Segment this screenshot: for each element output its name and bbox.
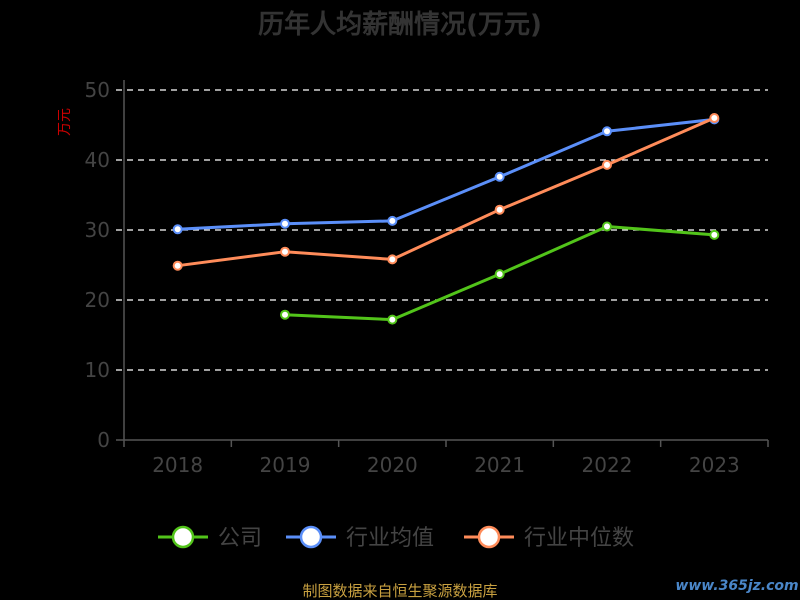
legend-label: 行业均值 bbox=[346, 526, 434, 551]
data-point[interactable] bbox=[494, 171, 505, 182]
data-point[interactable] bbox=[494, 269, 505, 280]
y-axis-label: 万元 bbox=[57, 108, 73, 136]
legend-label: 公司 bbox=[218, 526, 262, 551]
data-point[interactable] bbox=[172, 224, 183, 235]
legend-item[interactable]: 行业中位数 bbox=[464, 525, 634, 551]
data-point[interactable] bbox=[709, 113, 720, 123]
legend-marker bbox=[171, 525, 195, 549]
legend-item[interactable]: 公司 bbox=[158, 525, 262, 551]
data-point[interactable] bbox=[387, 215, 398, 226]
legend-marker bbox=[299, 525, 323, 549]
x-tick-label: 2021 bbox=[474, 453, 525, 477]
data-point[interactable] bbox=[387, 314, 398, 325]
data-point[interactable] bbox=[602, 159, 612, 170]
legend: 公司 行业均值 行业中位数 bbox=[158, 525, 634, 551]
data-point[interactable] bbox=[709, 229, 720, 240]
data-point[interactable] bbox=[280, 246, 290, 257]
chart-title: 历年人均薪酬情况(万元) bbox=[258, 9, 542, 40]
series-line bbox=[177, 116, 715, 268]
y-tick-label: 20 bbox=[85, 288, 110, 312]
y-tick-label: 50 bbox=[85, 78, 110, 102]
x-tick-label: 2019 bbox=[260, 453, 311, 477]
x-tick-label: 2023 bbox=[689, 453, 740, 477]
data-point[interactable] bbox=[387, 254, 398, 265]
y-tick-label: 0 bbox=[97, 428, 110, 452]
series-0 bbox=[280, 221, 720, 325]
series-1 bbox=[172, 114, 720, 235]
y-tick-label: 40 bbox=[85, 148, 110, 172]
y-tick-label: 10 bbox=[85, 358, 110, 382]
watermark: www.365jz.com bbox=[675, 578, 798, 594]
legend-item[interactable]: 行业均值 bbox=[286, 525, 434, 551]
axis-layer: 0 10 20 30 40 50 2018 2019 2020 2021 2022 2023 bbox=[85, 78, 769, 477]
data-point[interactable] bbox=[280, 218, 290, 229]
x-tick-label: 2020 bbox=[367, 453, 418, 477]
data-point[interactable] bbox=[494, 204, 505, 215]
y-tick-label: 30 bbox=[85, 218, 110, 242]
data-point[interactable] bbox=[602, 221, 612, 232]
series-line bbox=[177, 117, 715, 231]
legend-marker bbox=[477, 525, 501, 549]
x-tick-label: 2022 bbox=[582, 453, 633, 477]
series-layer bbox=[172, 113, 720, 325]
data-point[interactable] bbox=[280, 309, 290, 320]
x-tick-label: 2018 bbox=[152, 453, 203, 477]
legend-label: 行业中位数 bbox=[524, 526, 634, 551]
data-point[interactable] bbox=[172, 260, 183, 271]
source-note: 制图数据来自恒生聚源数据库 bbox=[302, 582, 497, 600]
data-point[interactable] bbox=[602, 126, 612, 137]
series-2 bbox=[172, 113, 720, 271]
